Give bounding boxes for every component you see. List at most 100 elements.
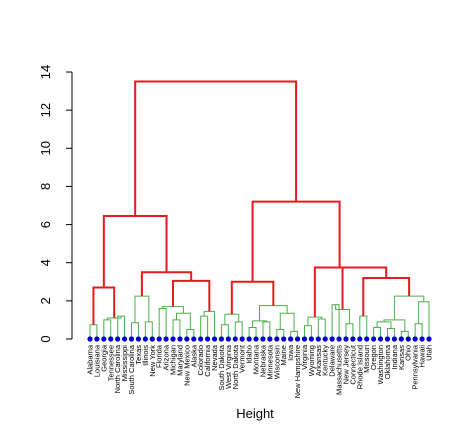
leaf-label: Minnesota <box>265 344 274 379</box>
dendrogram-link-35 <box>279 312 295 332</box>
leaf-label: Louisiana <box>92 344 101 377</box>
leaf-label: Maryland <box>175 345 184 376</box>
y-tick-label: 0 <box>38 335 53 342</box>
dendrogram-link-31 <box>140 271 193 297</box>
leaf-point <box>87 336 93 342</box>
leaf-point <box>419 336 425 342</box>
leaf-point <box>322 336 328 342</box>
dendrogram-link-18 <box>345 323 354 339</box>
leaf-point <box>426 336 432 342</box>
leaf-point <box>267 336 273 342</box>
leaf-point <box>294 336 301 342</box>
leaf-label: Illinois <box>141 345 150 366</box>
leaf-label: California <box>203 344 212 377</box>
leaf-label: Oklahoma <box>383 344 392 379</box>
leaf-label: Pennsylvania <box>411 344 420 389</box>
x-axis-label: Height <box>236 406 274 421</box>
leaf-point <box>205 336 211 342</box>
dendrogram-link-17 <box>331 304 340 339</box>
leaf-label: Virginia <box>300 344 309 370</box>
leaf-point <box>377 336 384 342</box>
dendrogram-link-2 <box>117 315 126 339</box>
leaf-label: Alaska <box>189 344 198 367</box>
dendrogram-link-32 <box>102 214 168 288</box>
dendrogram-link-16 <box>317 318 326 339</box>
leaf-point <box>191 336 197 342</box>
leaf-point <box>281 336 287 342</box>
dendrogram-link-4 <box>144 321 153 339</box>
leaf-label: Florida <box>155 344 164 368</box>
leaf-label: New Mexico <box>182 345 191 386</box>
leaf-point <box>211 336 218 342</box>
dendrogram-link-41 <box>383 319 406 332</box>
dendrogram-link-46 <box>313 266 365 318</box>
leaf-point <box>108 336 114 342</box>
leaf-label: Rhode Island <box>355 345 364 389</box>
leaf-label: Alabama <box>86 344 95 374</box>
leaf-label: South Carolina <box>127 344 136 394</box>
leaf-label: Idaho <box>245 345 254 364</box>
leaf-point <box>163 336 169 342</box>
leaf-point <box>260 336 266 342</box>
leaf-point <box>184 336 190 342</box>
dendrogram-link-6 <box>172 319 181 339</box>
leaf-points <box>87 336 432 342</box>
leaf-point <box>301 336 308 342</box>
leaf-point <box>246 336 252 342</box>
leaf-point <box>128 336 135 342</box>
leaf-label: Colorado <box>196 345 205 375</box>
leaf-point <box>198 336 204 342</box>
leaf-label: North Carolina <box>113 344 122 393</box>
dendrogram-link-3 <box>131 322 139 339</box>
y-tick-label: 12 <box>38 103 53 117</box>
leaf-point <box>101 336 107 342</box>
leaf-point <box>170 336 176 342</box>
leaf-label: Arkansas <box>314 345 323 377</box>
dendrogram-link-44 <box>362 276 411 317</box>
dendrogram-link-27 <box>175 312 191 330</box>
leaf-label: Arizona <box>162 344 171 370</box>
leaf-label: Utah <box>425 345 434 361</box>
leaf-label: Missouri <box>362 345 371 373</box>
dendrogram-link-37 <box>230 280 275 315</box>
dendrogram-link-42 <box>418 301 430 339</box>
leaf-point <box>364 336 370 342</box>
leaf-label: Iowa <box>286 344 295 361</box>
dendrogram-link-8 <box>200 315 209 339</box>
dendrogram-link-33 <box>224 313 240 325</box>
leaf-point <box>225 336 231 342</box>
leaf-point <box>274 336 280 342</box>
leaf-point <box>398 336 404 342</box>
dendrogram-link-19 <box>359 315 368 339</box>
leaf-label: New Jersey <box>341 345 350 384</box>
dendrogram-link-21 <box>386 328 395 339</box>
leaf-label: New Hampshire <box>293 345 302 398</box>
y-tick-label: 2 <box>38 297 53 304</box>
dendrogram-link-45 <box>341 266 388 310</box>
leaf-point <box>329 336 335 342</box>
leaf-point <box>239 336 245 342</box>
leaf-point <box>232 336 238 342</box>
leaf-label: Hawaii <box>418 345 427 368</box>
dendrogram-link-48 <box>134 80 298 216</box>
leaf-label: Indiana <box>390 344 399 369</box>
dendrogram-link-40 <box>376 321 392 329</box>
dendrogram-link-12 <box>262 321 271 339</box>
leaf-point <box>142 336 148 342</box>
y-tick-label: 14 <box>38 65 53 79</box>
dendrogram-link-26 <box>134 295 150 323</box>
dendrogram-link-29 <box>203 310 216 339</box>
leaf-point <box>315 336 321 342</box>
leaf-label: South Dakota <box>217 344 226 390</box>
y-axis: 0 2 4 6 8 10 12 14 <box>38 65 73 343</box>
leaf-point <box>371 336 377 342</box>
leaf-label: Texas <box>134 345 143 365</box>
leaf-point <box>391 336 398 342</box>
dendrogram-link-28 <box>162 306 184 314</box>
leaf-label: Ohio <box>404 345 413 361</box>
leaf-label: Nevada <box>210 344 219 371</box>
leaf-label: Connecticut <box>348 344 357 385</box>
leaf-label: Michigan <box>169 345 178 375</box>
